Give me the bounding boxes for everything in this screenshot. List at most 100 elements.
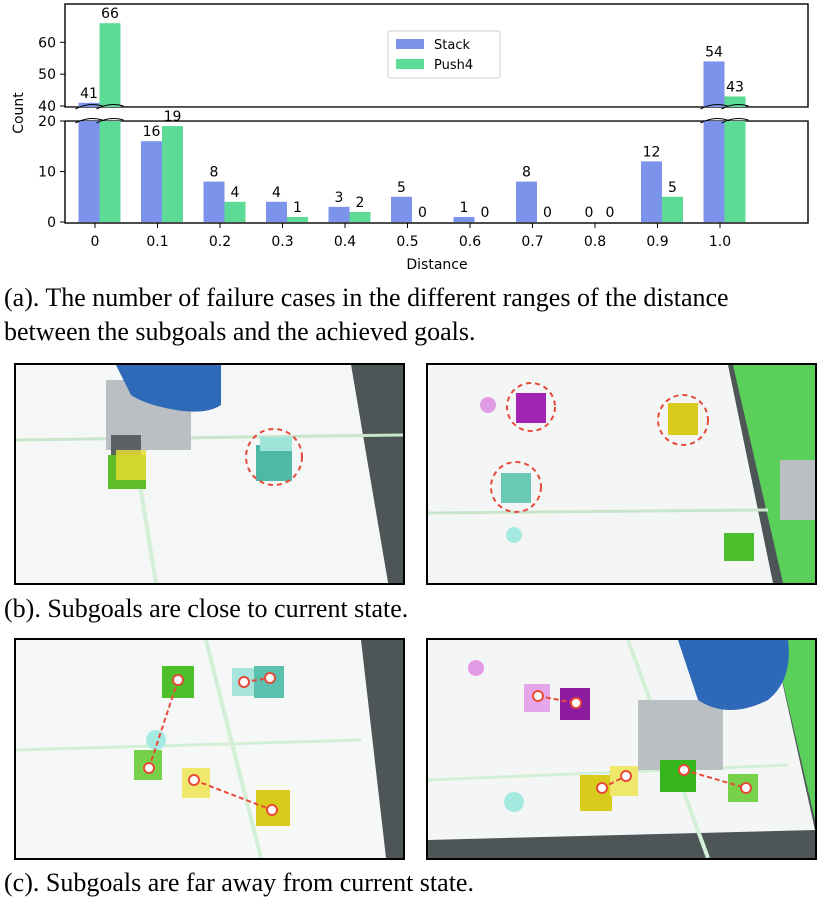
bar-value-label: 43 [726, 79, 744, 95]
robot-gripper [106, 365, 221, 460]
bar-value-label: 4 [231, 185, 240, 201]
legend-label-push4: Push4 [434, 58, 473, 73]
x-tick-label: 0.5 [396, 234, 418, 250]
subgoal-highlight-circle [245, 428, 303, 486]
x-tick-label: 0 [91, 234, 100, 250]
yellow-cube [580, 775, 612, 811]
bar-value-label: 0 [606, 205, 615, 221]
green-cube [660, 760, 696, 792]
x-tick-label: 0.9 [646, 234, 668, 250]
panel-c-right [426, 638, 817, 860]
bar-push4 [349, 211, 371, 222]
bar-push4-lower [99, 121, 121, 222]
bar-stack-upper [703, 61, 725, 107]
legend-swatch-stack [396, 39, 424, 49]
subgoal-markers [532, 690, 752, 794]
yellow-cube [668, 403, 698, 435]
y-tick-label: 60 [38, 35, 56, 51]
bar-stack-lower [703, 121, 725, 222]
caption-a-line1: (a). The number of failure cases in the … [4, 283, 729, 312]
bar-value-label: 12 [643, 144, 661, 160]
bar-value-label: 8 [210, 165, 219, 181]
bar-value-label: 2 [356, 195, 365, 211]
bar-value-label: 0 [418, 205, 427, 221]
bar-push4-upper [724, 96, 746, 107]
pink-goal-sphere [468, 660, 484, 676]
bar-stack [266, 201, 287, 222]
y-tick-label: 10 [38, 165, 56, 181]
robot-gripper [638, 640, 789, 770]
panel-b-right [426, 363, 817, 585]
bar-value-label: 66 [101, 6, 119, 22]
pink-goal-sphere [480, 397, 496, 413]
subgoal-highlight-circle [657, 394, 709, 446]
bar-stack-lower [78, 121, 100, 222]
cyan-goal-sphere [506, 527, 522, 543]
x-tick-label: 0.3 [271, 234, 293, 250]
legend-swatch-push4 [396, 59, 424, 69]
caption-c: (c). Subgoals are far away from current … [4, 868, 474, 897]
green-cube [724, 533, 754, 561]
axis-break-mark [96, 118, 124, 124]
bar-value-label: 1 [293, 200, 302, 216]
panel-c-left [14, 638, 405, 860]
upper-axes-frame [64, 3, 809, 108]
axis-break-mark [721, 104, 749, 110]
bar-value-label: 1 [460, 200, 469, 216]
purple-cube [516, 393, 546, 423]
bar-value-label: 0 [543, 205, 552, 221]
bar-value-label: 0 [481, 205, 490, 221]
axis-break-mark [700, 118, 728, 124]
bar-push4 [662, 196, 683, 222]
y-tick-label: 40 [38, 99, 56, 115]
subgoal-markers [143, 672, 278, 816]
robot-gripper [780, 460, 815, 520]
bar-stack [203, 181, 225, 222]
bar-value-label: 3 [335, 190, 344, 206]
bar-push4 [162, 126, 183, 222]
bar-stack [516, 181, 537, 222]
bar-value-label: 0 [585, 205, 594, 221]
bar-stack [328, 206, 350, 222]
x-tick-label: 0.1 [146, 234, 168, 250]
cyan-cube [501, 473, 531, 503]
bar-value-label: 5 [668, 180, 677, 196]
caption-a-line2: between the subgoals and the achieved go… [4, 317, 476, 346]
bar-stack [391, 196, 412, 222]
caption-b: (b). Subgoals are close to current state… [4, 594, 409, 623]
bar-stack [453, 216, 475, 222]
y-axis-label: Count [11, 92, 27, 134]
bar-push4 [287, 216, 308, 222]
x-tick-label: 0.2 [209, 234, 231, 250]
bar-push4-lower [724, 121, 746, 222]
x-tick-label: 0.6 [459, 234, 481, 250]
bar-value-label: 8 [522, 165, 531, 181]
x-axis-label: Distance [406, 257, 467, 273]
legend: Stack Push4 [387, 30, 501, 79]
bar-push4-upper [99, 23, 121, 108]
subgoal-highlight-circle [506, 382, 556, 432]
axis-break-mark [96, 104, 124, 110]
axis-break-mark [75, 104, 103, 110]
bar-value-label: 54 [705, 44, 723, 60]
cyan-goal-sphere [146, 730, 166, 750]
y-tick-label: 20 [38, 114, 56, 130]
axis-break-mark [721, 118, 749, 124]
x-tick-label: 0.8 [584, 234, 606, 250]
axis-break-mark [700, 104, 728, 110]
bar-stack [641, 161, 662, 222]
axis-break-mark [75, 118, 103, 124]
bar-value-label: 4 [272, 185, 281, 201]
subgoal-highlight-circle [490, 461, 542, 513]
bar-value-label: 19 [164, 109, 182, 125]
bar-value-label: 16 [143, 124, 161, 140]
x-tick-label: 0.7 [521, 234, 543, 250]
panel-b-left [14, 363, 405, 585]
x-tick-label: 0.4 [334, 234, 356, 250]
bar-value-label: 5 [397, 180, 406, 196]
bar-value-label: 41 [80, 86, 98, 102]
cyan-goal-sphere [504, 792, 524, 812]
y-tick-label: 0 [47, 215, 56, 231]
y-tick-label: 50 [38, 67, 56, 83]
